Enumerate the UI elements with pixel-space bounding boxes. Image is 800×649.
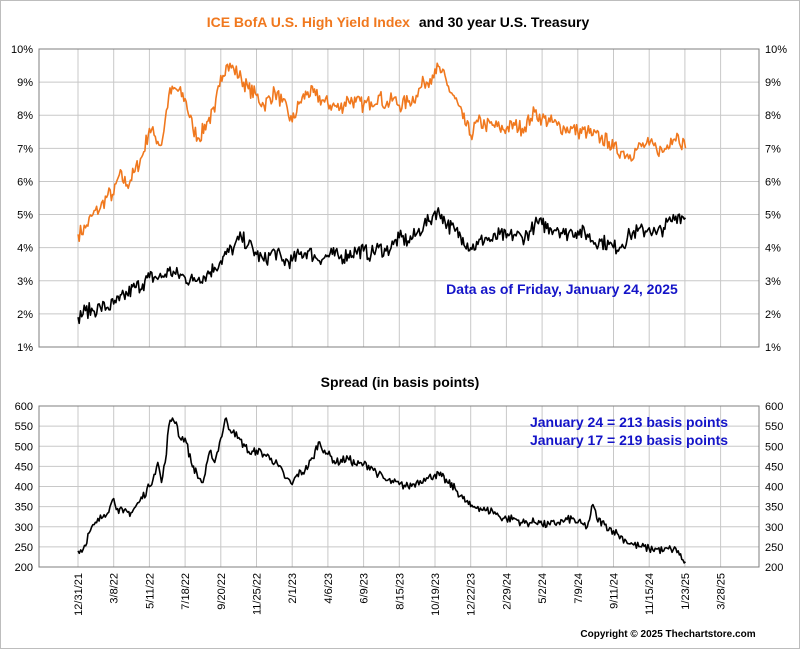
y-tick-label-right: 400 (765, 482, 783, 494)
spread-chart-plot-area (38, 405, 760, 568)
y-tick-label-left: 10% (11, 44, 33, 56)
y-tick-label-left: 450 (15, 461, 33, 473)
y-tick-label-right: 5% (765, 210, 781, 222)
top-chart-title: ICE BofA U.S. High Yield Index and 30 ye… (207, 14, 590, 30)
x-tick-label: 2/1/23 (287, 573, 299, 604)
y-tick-label-right: 200 (765, 562, 783, 574)
y-tick-label-right: 550 (765, 421, 783, 433)
y-tick-label-left: 6% (17, 176, 33, 188)
x-tick-label: 1/23/25 (680, 573, 692, 610)
y-tick-label-left: 9% (17, 77, 33, 89)
y-tick-label-left: 7% (17, 143, 33, 155)
y-tick-label-right: 450 (765, 461, 783, 473)
y-tick-label-right: 10% (765, 44, 787, 56)
top-chart-y-ticks: 1% 1% 2% 2% 3% 3% 4% 4% 5% 5% 6% 6% 7% 7% 8% 8% 9% 9% 10% 1… (11, 44, 787, 354)
y-tick-label-left: 600 (15, 401, 33, 413)
y-tick-label-left: 400 (15, 482, 33, 494)
spread-chart-title: Spread (in basis points) (321, 374, 480, 390)
y-tick-label-right: 1% (765, 342, 781, 354)
x-tick-label: 9/11/24 (609, 573, 621, 609)
y-tick-label-left: 200 (15, 562, 33, 574)
x-tick-label: 4/6/23 (323, 573, 335, 604)
x-tick-label: 3/28/25 (716, 573, 728, 610)
y-tick-label-right: 8% (765, 110, 781, 122)
y-tick-label-right: 6% (765, 176, 781, 188)
x-tick-label: 6/9/23 (359, 573, 371, 604)
y-tick-label-left: 300 (15, 522, 33, 534)
y-tick-label-left: 350 (15, 502, 33, 514)
top-chart-title-hy: ICE BofA U.S. High Yield Index (207, 14, 410, 30)
x-tick-label: 5/2/24 (537, 573, 549, 604)
x-tick-label: 12/31/21 (73, 573, 85, 616)
treasury-series-line (77, 207, 687, 325)
top-chart-title-treasury: and 30 year U.S. Treasury (419, 14, 590, 30)
top-chart-grid (39, 48, 759, 348)
x-tick-label: 10/19/23 (430, 573, 442, 616)
y-tick-label-left: 250 (15, 542, 33, 554)
x-tick-label: 11/15/24 (644, 573, 656, 615)
x-tick-label: 7/9/24 (573, 573, 585, 604)
x-tick-label: 11/25/22 (252, 573, 264, 615)
x-tick-label: 8/15/23 (394, 573, 406, 610)
y-tick-label-left: 8% (17, 110, 33, 122)
x-tick-label: 12/22/23 (466, 573, 478, 616)
top-chart-plot-area (38, 48, 760, 348)
y-tick-label-left: 3% (17, 276, 33, 288)
spread-series-line (77, 417, 687, 564)
y-tick-label-right: 350 (765, 502, 783, 514)
x-tick-label: 3/8/22 (109, 573, 121, 604)
y-tick-label-right: 600 (765, 401, 783, 413)
y-tick-label-left: 2% (17, 309, 33, 321)
y-tick-label-right: 7% (765, 143, 781, 155)
x-tick-label: 9/20/22 (216, 573, 228, 610)
copyright-text: Copyright © 2025 Thechartstore.com (580, 629, 755, 640)
y-tick-label-right: 500 (765, 441, 783, 453)
y-tick-label-left: 500 (15, 441, 33, 453)
x-tick-label: 7/18/22 (180, 573, 192, 610)
spread-chart-y-ticks: 200 200 250 250 300 300 350 350 400 400 450 450 500 5… (15, 401, 784, 574)
spread-chart-series (77, 417, 687, 564)
y-tick-label-right: 4% (765, 243, 781, 255)
y-tick-label-left: 5% (17, 210, 33, 222)
top-chart-series (77, 62, 687, 325)
y-tick-label-right: 9% (765, 77, 781, 89)
data-date-annotation: Data as of Friday, January 24, 2025 (446, 281, 678, 297)
hy-series-line (77, 62, 687, 242)
y-tick-label-right: 3% (765, 276, 781, 288)
y-tick-label-right: 2% (765, 309, 781, 321)
spread-annotation-jan17: January 17 = 219 basis points (530, 432, 728, 448)
x-tick-label: 5/11/22 (144, 573, 156, 609)
y-tick-label-right: 250 (765, 542, 783, 554)
spread-annotation-jan24: January 24 = 213 basis points (530, 414, 728, 430)
y-tick-label-right: 300 (765, 522, 783, 534)
x-tick-label: 2/29/24 (501, 573, 513, 610)
x-axis-tick-labels: 12/31/21 3/8/22 5/11/22 7/18/22 9/20/22 11/25… (73, 573, 728, 616)
y-tick-label-left: 550 (15, 421, 33, 433)
y-tick-label-left: 4% (17, 243, 33, 255)
y-tick-label-left: 1% (17, 342, 33, 354)
